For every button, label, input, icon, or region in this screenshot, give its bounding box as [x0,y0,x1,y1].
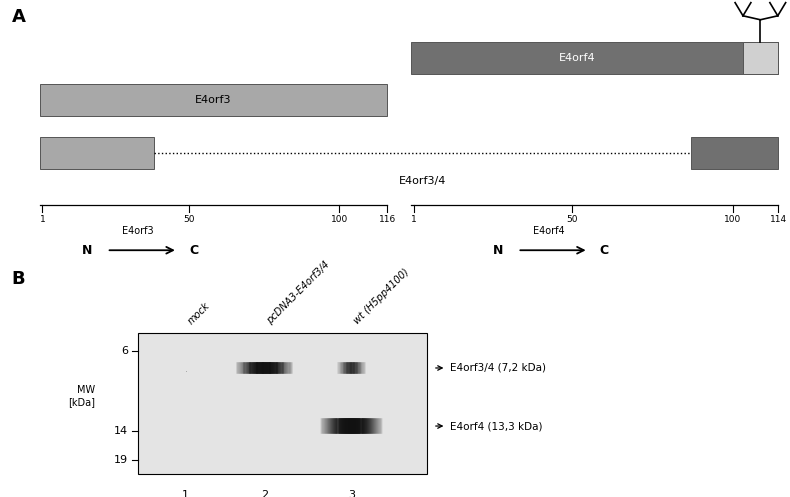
Bar [40,84,387,116]
Bar [411,42,778,74]
Text: B: B [12,270,25,288]
Text: 100: 100 [724,215,742,224]
Text: A: A [12,8,26,26]
Text: 19: 19 [114,455,128,465]
Text: E4orf4: E4orf4 [559,53,595,63]
Text: 2: 2 [261,490,269,497]
Text: C: C [600,244,609,257]
Text: E4orf3: E4orf3 [195,95,231,105]
Text: wt (H5pp4100): wt (H5pp4100) [352,267,411,327]
Text: E4orf4 (13,3 kDa): E4orf4 (13,3 kDa) [450,421,543,431]
Text: 3: 3 [348,490,355,497]
Text: 114: 114 [769,215,787,224]
Bar [40,137,154,168]
Bar [743,42,778,74]
Text: MW
[kDa]: MW [kDa] [68,385,95,407]
Text: E4orf3/4 (7,2 kDa): E4orf3/4 (7,2 kDa) [450,363,547,373]
Text: 6: 6 [121,346,128,356]
Text: 50: 50 [566,215,577,224]
Text: 116: 116 [378,215,396,224]
Text: 100: 100 [330,215,348,224]
Text: 1: 1 [182,490,189,497]
Text: E4orf3: E4orf3 [122,226,154,236]
Text: E4orf4: E4orf4 [533,226,565,236]
Text: 50: 50 [183,215,195,224]
Text: pcDNA3-E4orf3/4: pcDNA3-E4orf3/4 [265,260,331,327]
Text: N: N [492,244,503,257]
Text: 1: 1 [411,215,417,224]
Bar [691,137,778,168]
Text: mock: mock [186,301,212,327]
Text: C: C [189,244,198,257]
Bar [138,333,427,474]
Text: 1: 1 [40,215,45,224]
Text: 14: 14 [114,426,128,436]
Text: E4orf3/4: E4orf3/4 [399,176,446,186]
Text: N: N [81,244,92,257]
